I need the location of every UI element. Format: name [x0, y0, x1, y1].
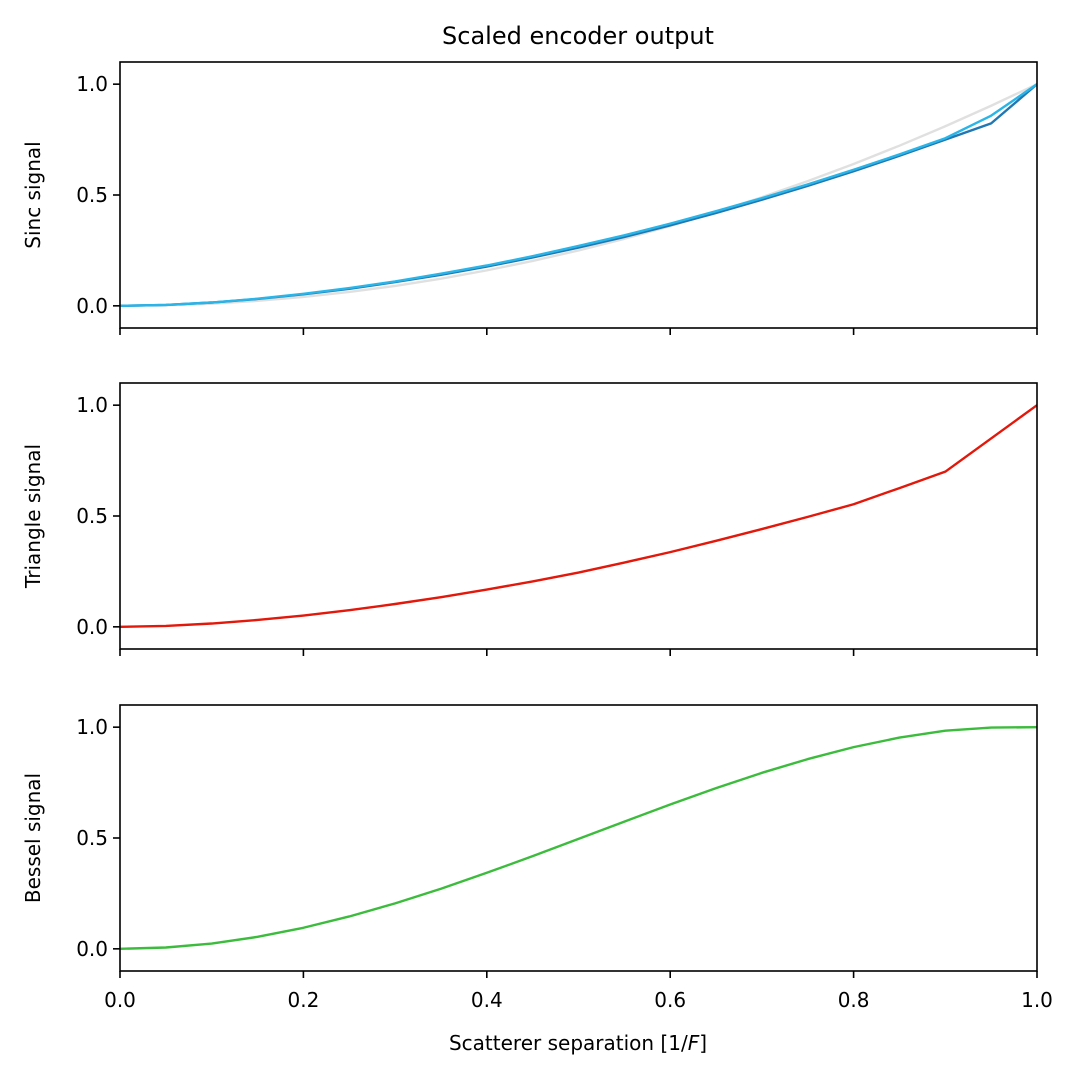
x-tick-label: 0.0	[104, 988, 136, 1012]
chart-title: Scaled encoder output	[442, 22, 714, 50]
series-line-3-1	[120, 725, 1037, 951]
series-line-2-1	[120, 404, 1037, 629]
panels: 0.0 0.5 1.0 Sinc signal 0.0 0.5 1.0 Triangle si…	[21, 61, 1053, 1012]
series-line-1-1	[120, 83, 1037, 308]
axes-frame	[119, 382, 1038, 650]
y-tick-label: 0.0	[76, 937, 108, 961]
y-axis-label: Sinc signal	[21, 141, 45, 248]
y-axis-label: Triangle signal	[21, 444, 45, 589]
x-tick-label: 0.2	[287, 988, 319, 1012]
y-axis-label: Bessel signal	[21, 773, 45, 903]
axes-frame	[119, 61, 1038, 329]
y-tick-label: 1.0	[76, 715, 108, 739]
x-axis-label: Scatterer separation [1/F]	[449, 1031, 707, 1055]
y-tick-label: 1.0	[76, 393, 108, 417]
y-tick-label: 0.5	[76, 826, 108, 850]
y-tick-label: 0.0	[76, 294, 108, 318]
panel-1: 0.0 0.5 1.0 Sinc signal	[21, 61, 1038, 335]
panel-2: 0.0 0.5 1.0 Triangle signal	[21, 382, 1038, 656]
panel-3: 0.0 0.5 1.0 Bessel signal 0.0 0.2 0.4 0.6 0.8 1.0	[21, 704, 1053, 1012]
y-tick-label: 0.0	[76, 615, 108, 639]
y-tick-label: 0.5	[76, 183, 108, 207]
x-tick-label: 0.4	[471, 988, 503, 1012]
series-line-1-2	[120, 83, 1037, 308]
series-line-1-3	[120, 83, 1037, 308]
x-tick-label: 0.6	[654, 988, 686, 1012]
x-tick-label: 1.0	[1021, 988, 1053, 1012]
x-tick-label: 0.8	[838, 988, 870, 1012]
y-tick-label: 0.5	[76, 504, 108, 528]
y-tick-label: 1.0	[76, 72, 108, 96]
